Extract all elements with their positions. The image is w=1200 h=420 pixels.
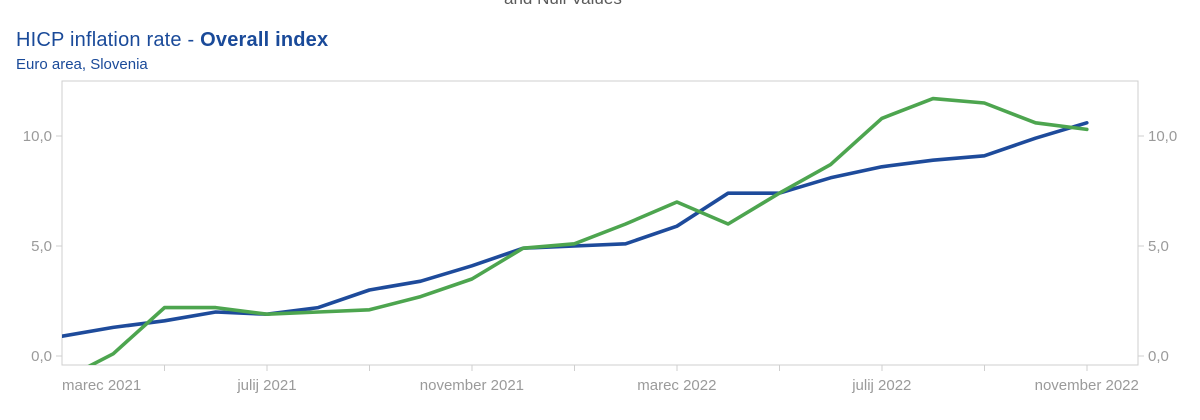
x-axis-label: november 2021: [420, 377, 524, 394]
slovenia-line: [87, 96, 1089, 365]
chart-title: HICP inflation rate - Overall index: [16, 29, 328, 52]
chart-subtitle: Euro area, Slovenia: [16, 56, 148, 73]
x-axis-label: marec 2021: [62, 377, 141, 394]
x-axis-label: julij 2022: [851, 377, 911, 394]
x-axis-label: november 2022: [1035, 377, 1139, 394]
y-axis-label-right: 5,0: [1148, 238, 1169, 255]
clipped-top-caption: and Null Values: [504, 0, 622, 9]
chart-title-bold: Overall index: [200, 29, 329, 51]
y-axis-label-left: 5,0: [31, 238, 52, 255]
y-axis-label-left: 0,0: [31, 348, 52, 365]
chart-title-regular: HICP inflation rate -: [16, 29, 201, 51]
y-axis-label-left: 10,0: [23, 128, 52, 145]
y-axis-label-right: 0,0: [1148, 348, 1169, 365]
x-axis-label: julij 2021: [236, 377, 296, 394]
plot-border: [61, 80, 1139, 366]
y-axis-label-right: 10,0: [1148, 128, 1177, 145]
x-axis-label: marec 2022: [637, 377, 716, 394]
euro-area-line: [62, 121, 1089, 339]
